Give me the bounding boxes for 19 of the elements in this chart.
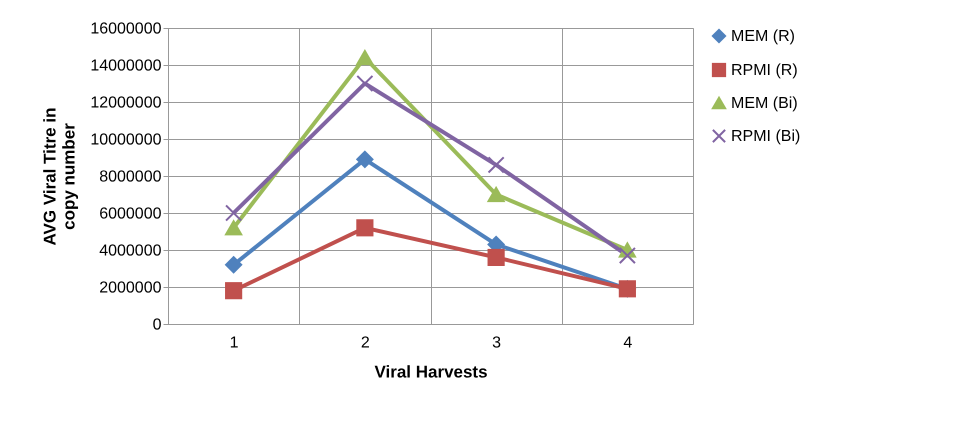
x-tick-label: 3 <box>492 334 502 352</box>
x-tick-label: 1 <box>230 334 239 352</box>
y-tick-label: 2000000 <box>99 280 162 296</box>
x-tick-label: 4 <box>623 334 632 352</box>
x-tick-label: 2 <box>360 334 370 352</box>
y-tick-label: 4000000 <box>99 242 162 260</box>
y-tick-label: 16000000 <box>90 20 162 38</box>
y-tick-label: 6000000 <box>99 206 162 222</box>
x-axis-title: Viral Harvests <box>374 362 488 382</box>
y-tick-label: 12000000 <box>90 94 162 112</box>
legend-label: MEM (Bi) <box>731 95 798 112</box>
y-tick-label: 0 <box>152 316 162 334</box>
legend-label: MEM (R) <box>731 28 795 45</box>
y-axis-title: AVG Viral Titre in copy number <box>40 108 78 246</box>
legend-label: RPMI (R) <box>731 62 798 79</box>
y-tick-label: 14000000 <box>90 58 162 74</box>
y-tick-label: 10000000 <box>90 132 162 148</box>
legend-label: RPMI (Bi) <box>731 128 800 145</box>
y-tick-label: 8000000 <box>99 168 162 186</box>
